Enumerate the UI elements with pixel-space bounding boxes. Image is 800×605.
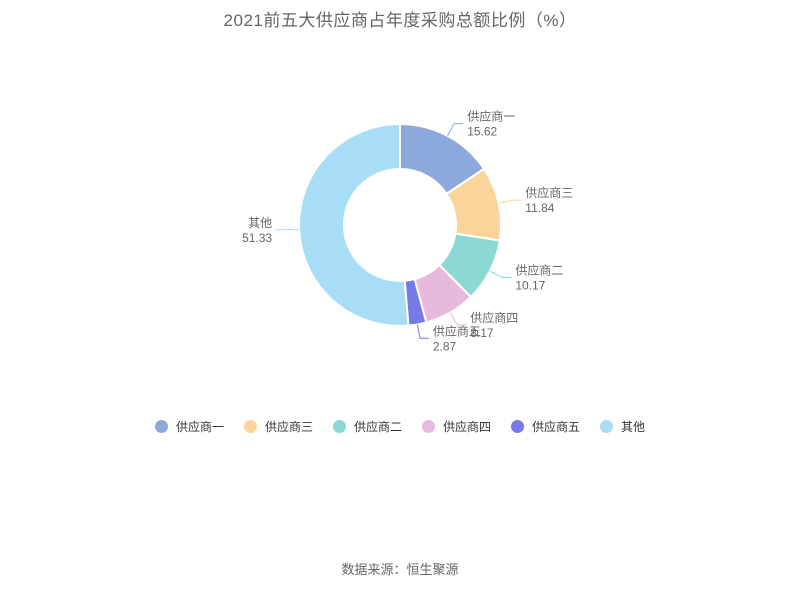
data-source: 数据来源：恒生聚源 (341, 562, 459, 577)
legend-label: 其他 (621, 420, 646, 434)
pie-label-供应商一: 供应商一 15.62 (467, 109, 515, 139)
chart-legend: 供应商一 供应商三 供应商二 供应商四 供应商五 其他 (0, 418, 800, 435)
pie-slice-其他[interactable] (298, 123, 410, 327)
legend-label: 供应商一 (175, 420, 224, 434)
legend-item-供应商二[interactable]: 供应商二 (332, 418, 402, 435)
label-line-供应商三 (498, 199, 522, 204)
legend-swatch-icon (243, 420, 257, 433)
label-line-供应商一 (447, 123, 464, 137)
legend-swatch-icon (154, 420, 168, 433)
pie-label-供应商三: 供应商三 11.84 (525, 185, 573, 215)
legend-label: 供应商四 (443, 420, 492, 434)
label-line-供应商四 (449, 312, 467, 326)
label-line-供应商五 (416, 324, 429, 339)
pie-label-其他: 其他 51.33 (242, 216, 272, 245)
label-line-供应商二 (489, 270, 512, 278)
legend-item-供应商一[interactable]: 供应商一 (154, 418, 224, 435)
legend-label: 供应商三 (264, 420, 313, 434)
legend-swatch-icon (332, 420, 346, 433)
legend-item-供应商四[interactable]: 供应商四 (422, 418, 491, 435)
legend-swatch-icon (600, 420, 614, 433)
legend-item-供应商五[interactable]: 供应商五 (511, 418, 580, 435)
legend-label: 供应商二 (353, 420, 402, 434)
legend-label: 供应商五 (532, 420, 581, 434)
pie-label-供应商二: 供应商二 10.17 (515, 263, 563, 293)
legend-item-供应商三[interactable]: 供应商三 (243, 418, 313, 435)
legend-swatch-icon (422, 420, 435, 433)
legend-swatch-icon (511, 420, 525, 433)
label-line-其他 (276, 228, 300, 231)
chart-title: 2021前五大供应商占年度采购总额比例（%） (223, 11, 577, 30)
legend-item-其他[interactable]: 其他 (600, 418, 645, 435)
pie-label-供应商四: 供应商四 8.17 (470, 310, 518, 340)
pie-label-供应商五: 供应商五 2.87 (433, 323, 481, 353)
